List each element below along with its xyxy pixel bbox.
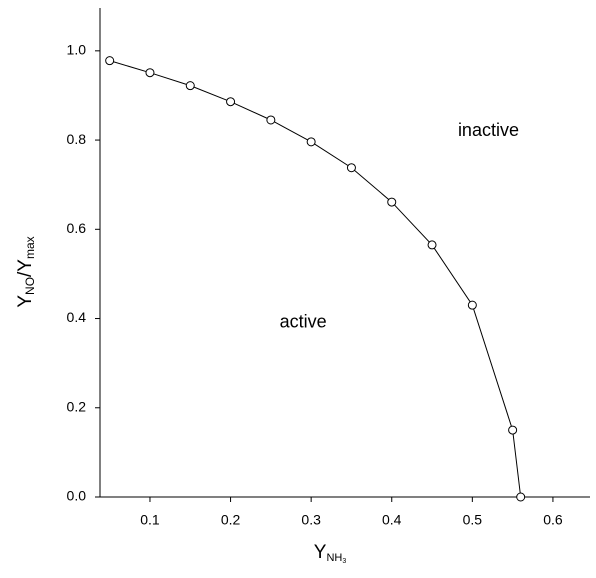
x-label-subsub: 3 [342,558,346,565]
y-label-main: Y [15,295,36,308]
series-line [109,60,522,498]
x-axis-label: YNH3 [314,542,347,565]
annotation: active [280,312,327,332]
marker [105,56,115,66]
y-label-sub2: max [23,236,37,259]
x-tick-label: 0.6 [543,512,563,528]
marker [306,137,316,147]
marker [427,240,437,250]
x-label-main: Y [314,542,327,563]
marker [346,163,356,173]
y-label-mid: /Y [15,259,36,277]
y-label-sub: NO [23,277,37,295]
y-tick-label: 0.8 [67,131,87,147]
x-tick-label: 0.2 [221,512,241,528]
marker [387,197,397,207]
x-tick-label: 0.4 [382,512,402,528]
y-tick-label: 1.0 [67,42,87,58]
marker [508,425,518,435]
annotation: inactive [458,120,519,140]
x-tick-label: 0.1 [140,512,160,528]
x-tick-label: 0.5 [463,512,483,528]
y-tick-label: 0.0 [67,488,87,504]
x-label-sub: NH [326,552,342,564]
marker [145,68,155,78]
marker [226,97,236,107]
marker [266,115,276,125]
marker [467,300,477,310]
marker [516,492,526,502]
y-tick-label: 0.4 [67,309,87,325]
marker [185,81,195,91]
y-axis-label: YNO/Ymax [15,236,37,307]
y-tick-label: 0.6 [67,220,87,236]
x-tick-label: 0.3 [301,512,321,528]
y-tick-label: 0.2 [67,398,87,414]
